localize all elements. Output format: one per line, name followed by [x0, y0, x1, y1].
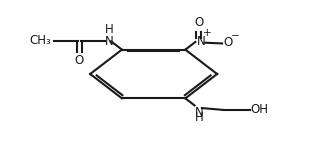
Text: OH: OH: [250, 103, 268, 116]
Text: N: N: [195, 106, 204, 119]
Text: O: O: [224, 36, 233, 49]
Text: H: H: [195, 111, 204, 124]
Text: N: N: [197, 36, 206, 48]
Text: O: O: [75, 54, 84, 67]
Text: CH₃: CH₃: [29, 34, 51, 47]
Text: O: O: [194, 16, 203, 29]
Text: +: +: [203, 28, 212, 38]
Text: H: H: [105, 23, 114, 36]
Text: −: −: [231, 31, 240, 41]
Text: N: N: [105, 35, 114, 48]
